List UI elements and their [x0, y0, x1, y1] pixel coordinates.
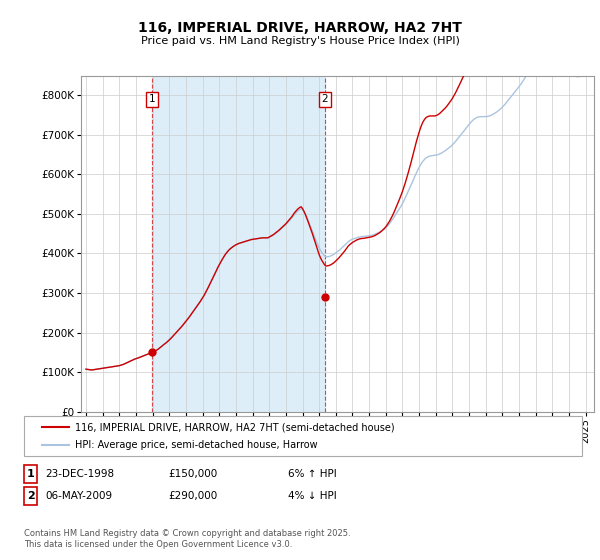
Text: 1: 1: [149, 94, 155, 104]
Text: 6% ↑ HPI: 6% ↑ HPI: [288, 469, 337, 479]
Text: 06-MAY-2009: 06-MAY-2009: [45, 491, 112, 501]
Text: 1: 1: [27, 469, 34, 479]
Bar: [152, 76, 325, 412]
Text: 2: 2: [322, 94, 328, 104]
Text: 4% ↓ HPI: 4% ↓ HPI: [288, 491, 337, 501]
Text: 23-DEC-1998: 23-DEC-1998: [45, 469, 114, 479]
Text: 2: 2: [27, 491, 34, 501]
Text: Price paid vs. HM Land Registry's House Price Index (HPI): Price paid vs. HM Land Registry's House …: [140, 36, 460, 46]
Text: HPI: Average price, semi-detached house, Harrow: HPI: Average price, semi-detached house,…: [75, 440, 317, 450]
Text: £290,000: £290,000: [168, 491, 217, 501]
Text: 116, IMPERIAL DRIVE, HARROW, HA2 7HT: 116, IMPERIAL DRIVE, HARROW, HA2 7HT: [138, 21, 462, 35]
Text: Contains HM Land Registry data © Crown copyright and database right 2025.
This d: Contains HM Land Registry data © Crown c…: [24, 529, 350, 549]
Text: £150,000: £150,000: [168, 469, 217, 479]
Text: 116, IMPERIAL DRIVE, HARROW, HA2 7HT (semi-detached house): 116, IMPERIAL DRIVE, HARROW, HA2 7HT (se…: [75, 422, 395, 432]
